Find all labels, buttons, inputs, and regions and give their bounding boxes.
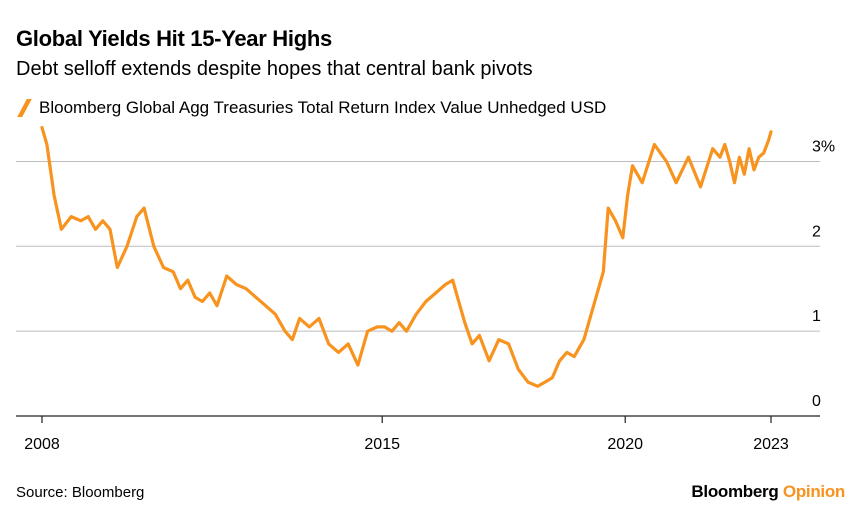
legend-label: Bloomberg Global Agg Treasuries Total Re… bbox=[39, 98, 607, 117]
y-tick-label: 2 bbox=[812, 223, 821, 240]
x-tick-label: 2008 bbox=[24, 436, 60, 453]
chart-subtitle: Debt selloff extends despite hopes that … bbox=[16, 58, 533, 80]
brand-primary: Bloomberg bbox=[691, 482, 779, 501]
brand-secondary: Opinion bbox=[782, 482, 845, 501]
brand-logo: Bloomberg Opinion bbox=[691, 482, 845, 502]
source-note: Source: Bloomberg bbox=[16, 484, 145, 501]
series-line bbox=[40, 125, 773, 388]
chart-legend: Bloomberg Global Agg Treasuries Total Re… bbox=[16, 98, 606, 118]
chart-title: Global Yields Hit 15-Year Highs bbox=[16, 26, 332, 51]
x-tick-label: 2020 bbox=[607, 436, 643, 453]
y-tick-label: 1 bbox=[812, 308, 821, 325]
x-tick-label: 2015 bbox=[364, 436, 400, 453]
y-tick-label: 3% bbox=[812, 138, 835, 155]
x-tick-label: 2023 bbox=[753, 436, 789, 453]
y-tick-label: 0 bbox=[812, 393, 821, 410]
